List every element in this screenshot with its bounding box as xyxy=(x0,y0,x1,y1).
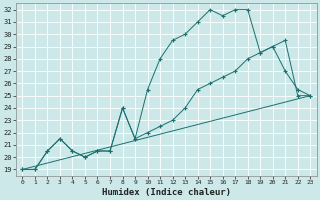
X-axis label: Humidex (Indice chaleur): Humidex (Indice chaleur) xyxy=(102,188,231,197)
